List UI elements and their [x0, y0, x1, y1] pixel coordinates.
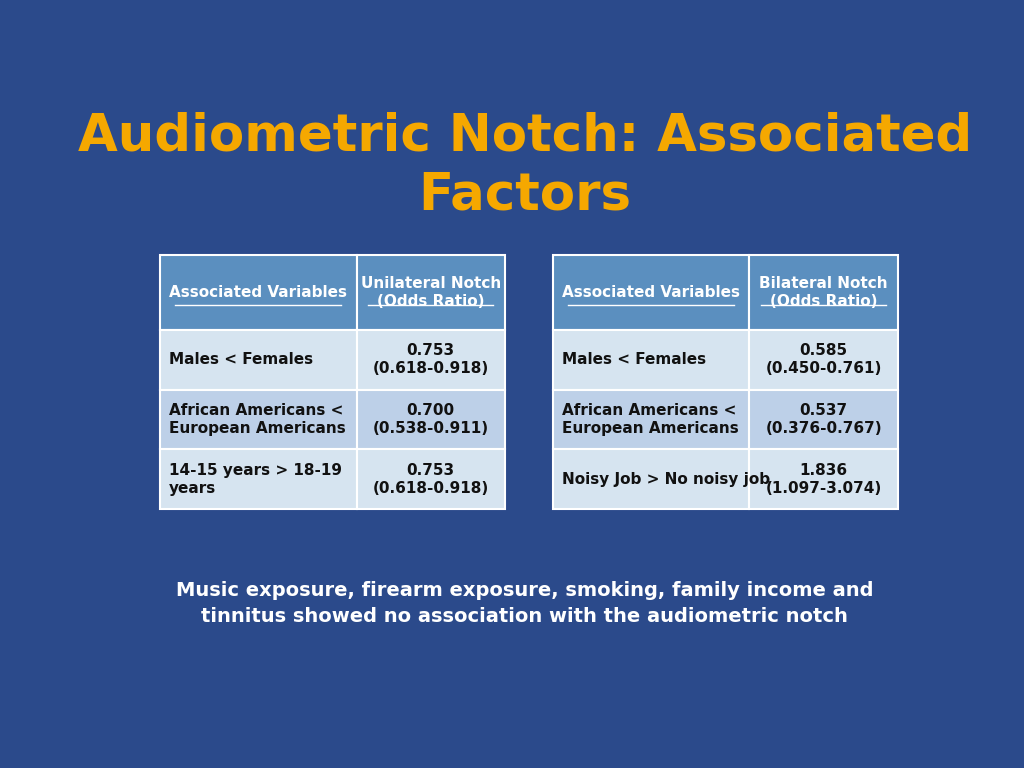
FancyBboxPatch shape	[160, 255, 356, 329]
FancyBboxPatch shape	[356, 255, 505, 329]
Text: Bilateral Notch
(Odds Ratio): Bilateral Notch (Odds Ratio)	[759, 276, 888, 309]
FancyBboxPatch shape	[160, 449, 356, 509]
FancyBboxPatch shape	[160, 329, 356, 389]
Text: 1.836
(1.097-3.074): 1.836 (1.097-3.074)	[766, 462, 882, 495]
Text: Males < Females: Males < Females	[562, 353, 707, 367]
FancyBboxPatch shape	[750, 329, 898, 389]
FancyBboxPatch shape	[160, 389, 356, 449]
FancyBboxPatch shape	[356, 449, 505, 509]
FancyBboxPatch shape	[553, 255, 750, 329]
Text: Associated Variables: Associated Variables	[169, 285, 347, 300]
Text: African Americans <
European Americans: African Americans < European Americans	[169, 403, 346, 436]
Text: Males < Females: Males < Females	[169, 353, 313, 367]
FancyBboxPatch shape	[750, 255, 898, 329]
Text: Audiometric Notch: Associated
Factors: Audiometric Notch: Associated Factors	[78, 111, 972, 221]
FancyBboxPatch shape	[553, 389, 750, 449]
Text: Noisy Job > No noisy job: Noisy Job > No noisy job	[562, 472, 770, 487]
Text: Unilateral Notch
(Odds Ratio): Unilateral Notch (Odds Ratio)	[360, 276, 501, 309]
FancyBboxPatch shape	[553, 449, 750, 509]
Text: 0.700
(0.538-0.911): 0.700 (0.538-0.911)	[373, 403, 488, 436]
FancyBboxPatch shape	[356, 389, 505, 449]
FancyBboxPatch shape	[553, 329, 750, 389]
Text: Associated Variables: Associated Variables	[562, 285, 740, 300]
Text: 0.537
(0.376-0.767): 0.537 (0.376-0.767)	[765, 403, 882, 436]
Text: 14-15 years > 18-19
years: 14-15 years > 18-19 years	[169, 462, 342, 495]
FancyBboxPatch shape	[750, 449, 898, 509]
Text: 0.753
(0.618-0.918): 0.753 (0.618-0.918)	[373, 343, 488, 376]
Text: African Americans <
European Americans: African Americans < European Americans	[562, 403, 739, 436]
Text: 0.585
(0.450-0.761): 0.585 (0.450-0.761)	[765, 343, 882, 376]
Text: Music exposure, firearm exposure, smoking, family income and
tinnitus showed no : Music exposure, firearm exposure, smokin…	[176, 581, 873, 627]
FancyBboxPatch shape	[356, 329, 505, 389]
FancyBboxPatch shape	[750, 389, 898, 449]
Text: 0.753
(0.618-0.918): 0.753 (0.618-0.918)	[373, 462, 488, 495]
